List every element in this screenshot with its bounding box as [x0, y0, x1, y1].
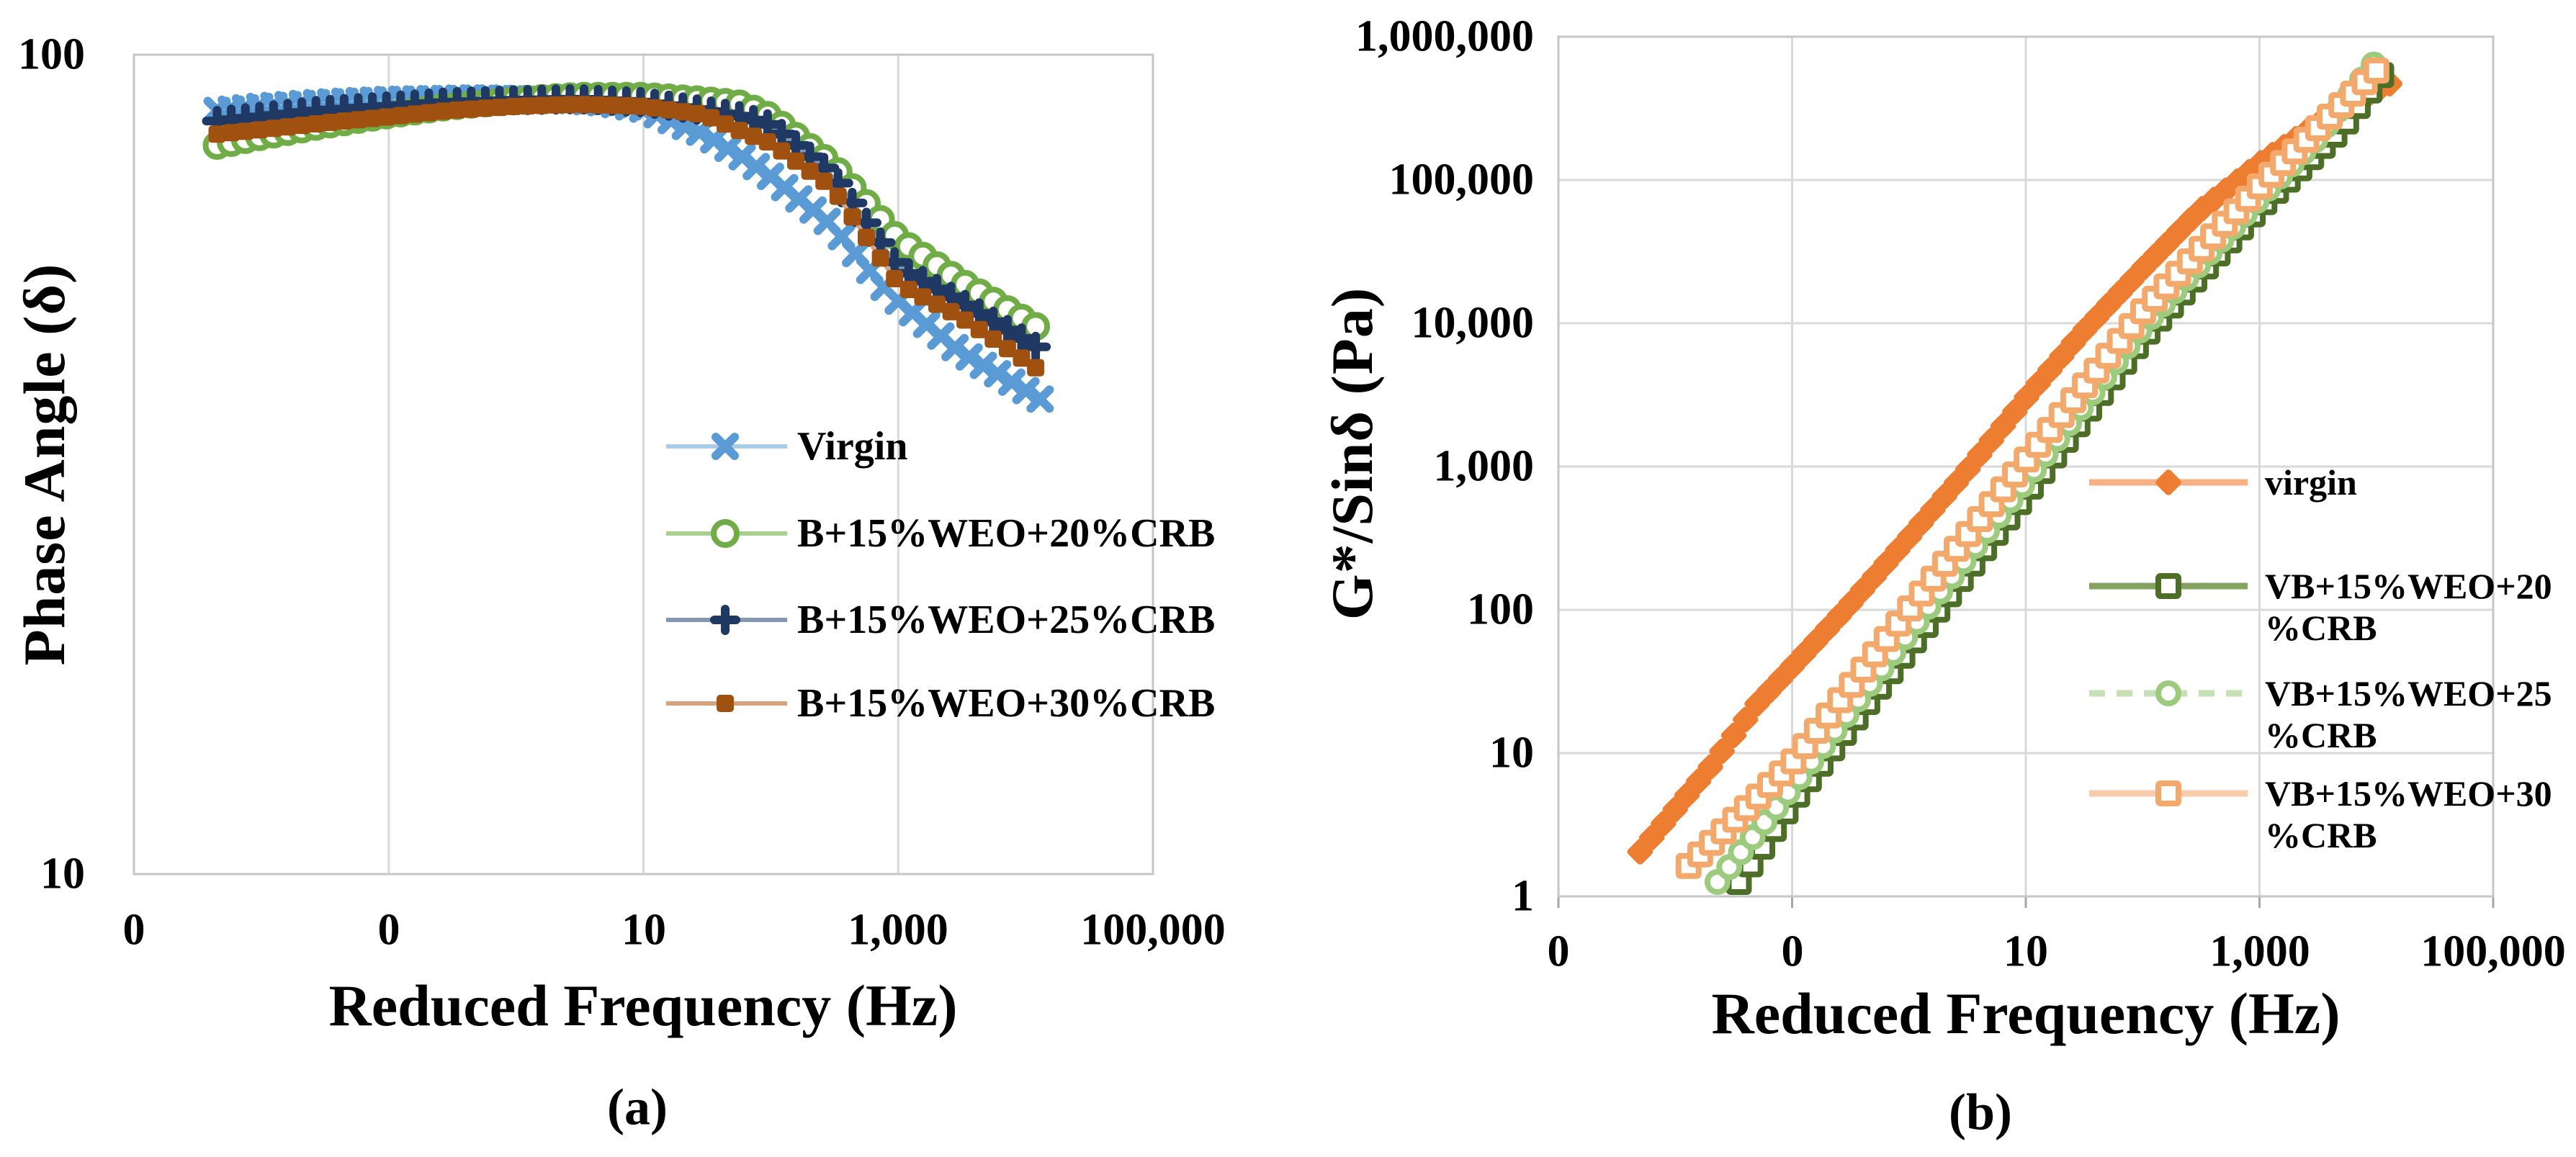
- legend-marker-b-15-weo-30-crb: [666, 695, 787, 712]
- legend-item-b-15-weo-20-crb: B+15%WEO+20%CRB: [663, 510, 1215, 557]
- legend-label-virgin: Virgin: [797, 424, 908, 469]
- legend-label-vb-15-weo-30-crb: VB+15%WEO+30 %CRB: [2265, 773, 2552, 855]
- legend-item-b-15-weo-25-crb: B+15%WEO+25%CRB: [663, 597, 1215, 643]
- legend-label-b-15-weo-20-crb: B+15%WEO+20%CRB: [797, 511, 1216, 556]
- chart-b-x-tick-2: 10: [2003, 927, 2048, 976]
- legend-label-b-15-weo-30-crb: B+15%WEO+30%CRB: [797, 681, 1216, 726]
- chart-b-y-tick-6: 1: [1512, 871, 1534, 921]
- chart-a-x-tick-1: 0: [377, 905, 400, 955]
- legend-label-b-15-weo-25-crb: B+15%WEO+25%CRB: [797, 598, 1216, 642]
- chart-a-y-tick-0: 100: [18, 30, 85, 79]
- legend-label-virgin: virgin: [2265, 462, 2357, 503]
- legend-label-vb-15-weo-20-crb: VB+15%WEO+20 %CRB: [2265, 566, 2552, 648]
- chart-a-x-tick-0: 0: [122, 905, 145, 955]
- chart-b-x-tick-0: 0: [1547, 927, 1570, 976]
- legend-item-virgin: Virgin: [663, 423, 907, 469]
- legend-item-vb-15-weo-20-crb: VB+15%WEO+20 %CRB: [2089, 565, 2552, 649]
- legend-item-b-15-weo-30-crb: B+15%WEO+30%CRB: [663, 680, 1215, 726]
- chart-b-x-axis-title: Reduced Frequency (Hz): [1711, 981, 2341, 1046]
- legend-marker-b-15-weo-20-crb: [666, 519, 787, 548]
- legend-marker-vb-15-weo-30-crb: [2089, 780, 2248, 806]
- chart-b-y-tick-2: 10,000: [1411, 298, 1535, 348]
- chart-a-x-axis-title: Reduced Frequency (Hz): [328, 973, 958, 1038]
- chart-b-x-tick-1: 0: [1781, 927, 1804, 976]
- legend-marker-virgin: [2089, 469, 2248, 495]
- chart-a-x-tick-3: 1,000: [848, 905, 948, 955]
- chart-b-y-tick-5: 10: [1489, 728, 1534, 778]
- chart-b-y-tick-1: 100,000: [1388, 155, 1535, 204]
- chart-a-x-tick-2: 10: [621, 905, 666, 955]
- chart-b-y-axis-title: G*/Sinδ (Pa): [1319, 287, 1385, 621]
- chart-a-y-tick-1: 10: [40, 849, 85, 899]
- chart-a-caption: (a): [607, 1078, 668, 1136]
- legend-marker-virgin: [666, 433, 787, 460]
- chart-b-y-tick-3: 1,000: [1433, 441, 1535, 491]
- chart-b-y-tick-0: 1,000,000: [1355, 12, 1534, 61]
- chart-b-y-tick-4: 100: [1467, 585, 1534, 634]
- legend-item-vb-15-weo-30-crb: VB+15%WEO+30 %CRB: [2089, 773, 2552, 856]
- series-b-15-weo-25-crb: [202, 84, 1051, 362]
- chart-b-x-tick-3: 1,000: [2209, 927, 2310, 976]
- chart-a-x-tick-4: 100,000: [1080, 905, 1226, 955]
- chart-b-caption: (b): [1949, 1083, 2012, 1141]
- legend-marker-vb-15-weo-25-crb: [2089, 680, 2248, 706]
- legend-item-virgin: virgin: [2089, 462, 2357, 503]
- legend-marker-b-15-weo-25-crb: [666, 605, 787, 635]
- series-b-15-weo-20-crb: [202, 81, 1051, 341]
- legend-marker-vb-15-weo-20-crb: [2089, 573, 2248, 599]
- legend-item-vb-15-weo-25-crb: VB+15%WEO+25 %CRB: [2089, 672, 2552, 756]
- series-b-15-weo-30-crb: [208, 96, 1045, 377]
- series-virgin: [203, 84, 1054, 413]
- legend-label-vb-15-weo-25-crb: VB+15%WEO+25 %CRB: [2265, 673, 2552, 755]
- chart-b-x-tick-4: 100,000: [2420, 927, 2566, 976]
- chart-a-y-axis-title: Phase Angle (δ): [12, 263, 77, 666]
